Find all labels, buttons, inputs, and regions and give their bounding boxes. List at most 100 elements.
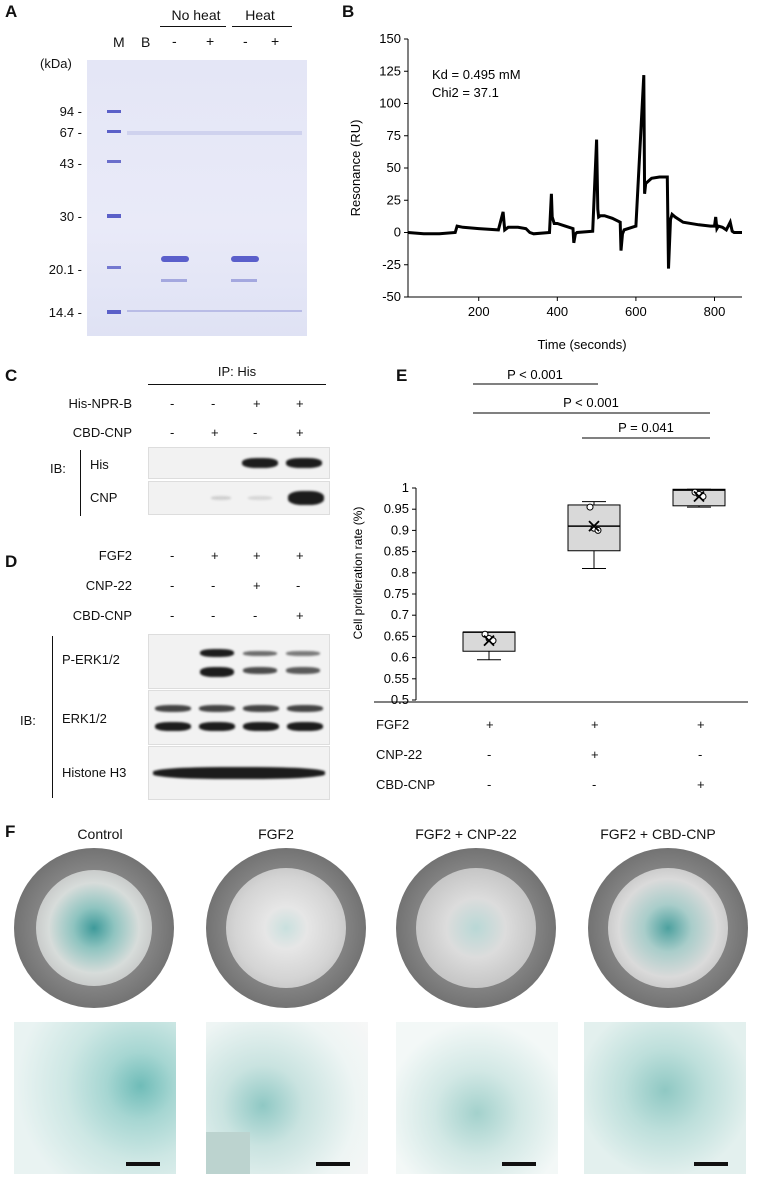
stain-region [226, 868, 346, 988]
sign: + [591, 717, 599, 732]
sign: - [253, 608, 258, 623]
blot-band [286, 651, 320, 656]
well-image-control [14, 848, 174, 1008]
protein-band [161, 279, 187, 282]
protein-band [231, 256, 259, 262]
x-tick-label: 200 [468, 304, 490, 319]
blot-label-his: His [90, 457, 109, 472]
chi2-annotation: Chi2 = 37.1 [432, 85, 499, 100]
y-tick-label: 0.5 [391, 692, 409, 707]
scale-bar [694, 1162, 728, 1166]
panel-label-c: C [5, 366, 18, 385]
blot-band [243, 667, 277, 674]
blot-band [242, 458, 278, 468]
blot-p-erk [148, 634, 330, 689]
gel-image [87, 60, 307, 336]
sign: - [698, 747, 703, 762]
sign: + [253, 578, 261, 593]
x-tick-label: 400 [546, 304, 568, 319]
marker-label: 20.1 - [48, 262, 82, 277]
sign: + [296, 425, 304, 440]
marker-label: 94 - [59, 104, 82, 119]
data-point [586, 503, 594, 511]
condition-label-cnp-22: CNP-22 [376, 747, 423, 762]
scale-bar [126, 1162, 160, 1166]
ib-label: IB: [50, 461, 66, 476]
sign: + [211, 425, 219, 440]
stain-region [416, 868, 536, 988]
y-tick-label: 100 [379, 96, 401, 111]
mean-marker [693, 490, 705, 503]
marker-label: 43 - [59, 156, 82, 171]
x-tick-label: 600 [625, 304, 647, 319]
y-tick-label: -25 [382, 257, 401, 272]
ib-bracket [52, 636, 53, 798]
ip-line [148, 384, 326, 385]
y-tick-label: 150 [379, 31, 401, 46]
mean-marker [483, 635, 495, 647]
group-line-heat [232, 26, 292, 27]
y-tick-label: -50 [382, 289, 401, 304]
background-band [127, 131, 302, 135]
micrograph-fgf2-cnp-22 [396, 1022, 558, 1174]
blot-label-histone-h3: Histone H3 [62, 765, 127, 780]
image-title-fgf2-cbd-cnp: FGF2 + CBD-CNP [600, 826, 716, 842]
marker-label: 30 - [59, 209, 82, 224]
sign: - [211, 578, 216, 593]
sign: + [296, 608, 304, 623]
group-label-heat: Heat [245, 7, 275, 23]
y-tick-label: 0.85 [384, 544, 409, 559]
y-tick-label: 50 [387, 160, 401, 175]
blot-band [200, 667, 234, 677]
blot-band [286, 458, 322, 468]
sign: - [170, 608, 175, 623]
sign: - [211, 608, 216, 623]
lane-label-b: B [141, 34, 151, 50]
blot-band [153, 767, 325, 779]
blot-his [148, 447, 330, 479]
lane-sign: + [206, 33, 215, 49]
sign: - [253, 425, 258, 440]
blot-cnp [148, 481, 330, 515]
well-image-fgf2-cbd-cnp [588, 848, 748, 1008]
y-tick-label: 0.9 [391, 522, 409, 537]
condition-label-cbd-cnp: CBD-CNP [376, 777, 436, 792]
sign: - [592, 777, 597, 792]
image-title-fgf2-cnp-22: FGF2 + CNP-22 [415, 826, 517, 842]
ladder-band [107, 214, 121, 218]
y-tick-label: 0.65 [384, 628, 409, 643]
scale-bar [316, 1162, 350, 1166]
well-image-fgf2-cnp-22 [396, 848, 556, 1008]
kd-annotation: Kd = 0.495 mM [432, 67, 521, 82]
ladder-band [107, 310, 121, 314]
lane-sign: + [271, 33, 280, 49]
blot-band [155, 705, 191, 712]
sign: - [211, 396, 216, 411]
cell-cluster [206, 1132, 250, 1174]
y-tick-label: 0.75 [384, 586, 409, 601]
sign: + [253, 548, 261, 563]
sign: - [170, 425, 175, 440]
ib-bracket [80, 450, 81, 516]
mean-marker [588, 520, 600, 532]
ladder-band [107, 130, 121, 133]
y-tick-label: 0 [394, 225, 401, 240]
p-value-label: P < 0.001 [563, 395, 619, 410]
panel-label-f: F [5, 822, 16, 841]
protein-band [231, 279, 257, 282]
stain-region [608, 868, 728, 988]
blot-erk [148, 690, 330, 745]
sign: + [253, 396, 261, 411]
ladder-band [107, 110, 121, 113]
y-tick-label: 0.8 [391, 565, 409, 580]
lane-sign: - [172, 33, 177, 49]
blot-band [286, 667, 320, 674]
p-value-label: P < 0.001 [507, 367, 563, 382]
marker-label: 14.4 - [48, 305, 82, 320]
y-tick-label: 0.55 [384, 671, 409, 686]
blot-label-p-erk: P-ERK1/2 [62, 652, 120, 667]
sign: + [486, 717, 494, 732]
marker-label: 67 - [59, 125, 82, 140]
scale-bar [502, 1162, 536, 1166]
spr-series-line [407, 75, 742, 269]
